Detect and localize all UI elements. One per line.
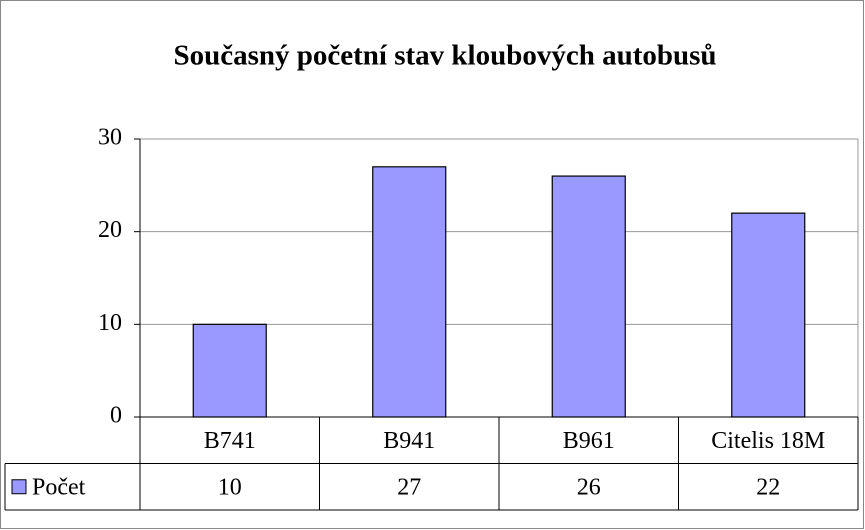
x-tick-label: B941 <box>383 428 435 454</box>
y-tick-label: 20 <box>98 217 122 243</box>
bar <box>192 323 267 418</box>
chart-title: Současný početní stav kloubových autobus… <box>173 40 716 72</box>
table-value: 27 <box>397 474 421 500</box>
x-tick-label: Citelis 18M <box>711 428 825 454</box>
y-tick-label: 0 <box>110 403 122 429</box>
table-value: 10 <box>218 474 242 500</box>
bar <box>731 212 806 418</box>
y-tick-label: 30 <box>98 125 122 151</box>
x-tick-label: B741 <box>204 428 256 454</box>
legend-key <box>11 479 27 495</box>
y-tick-label: 10 <box>98 310 122 336</box>
x-tick-label: B961 <box>563 428 615 454</box>
table-value: 26 <box>577 474 601 500</box>
legend-label: Počet <box>32 474 86 500</box>
bar <box>372 166 447 418</box>
table-value: 22 <box>756 474 780 500</box>
bar <box>551 175 626 418</box>
